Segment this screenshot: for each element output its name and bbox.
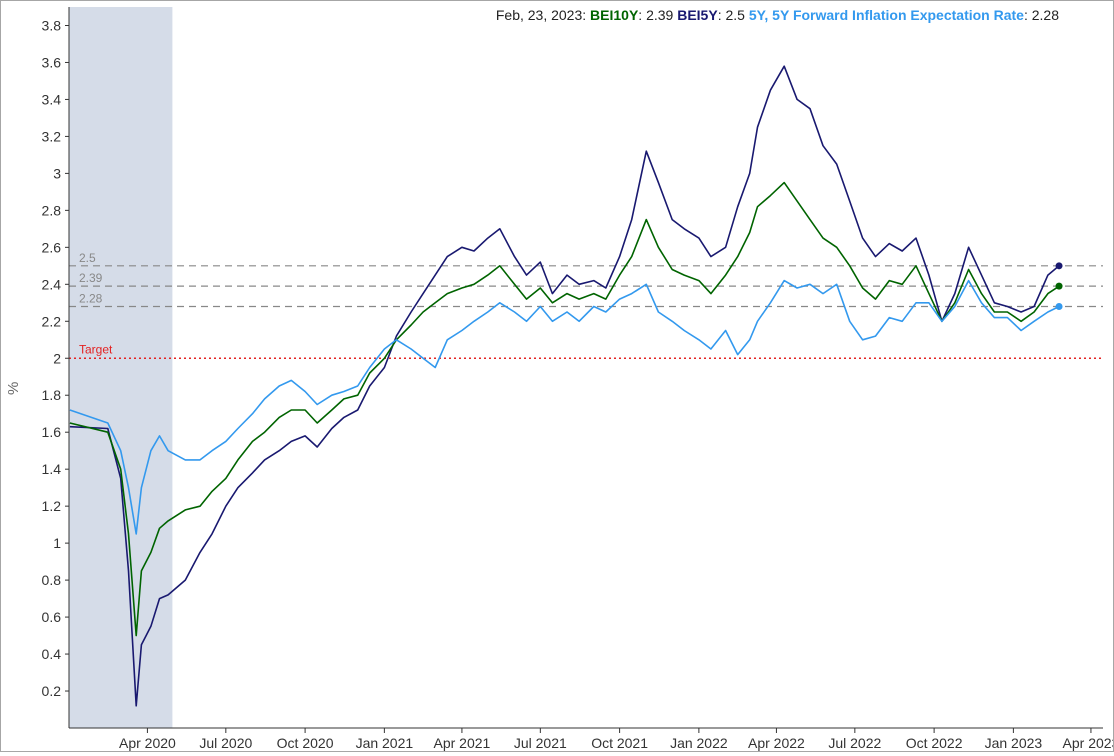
y-axis-label: % [5, 381, 22, 395]
x-tick-label: Oct 2020 [277, 735, 334, 751]
x-tick-label: Oct 2021 [591, 735, 648, 751]
legend-5y5y-value: 2.28 [1031, 7, 1059, 23]
y-tick-label: 3 [53, 165, 61, 181]
x-tick-label: Jan 2023 [985, 735, 1043, 751]
y-tick-label: 1.6 [42, 424, 62, 440]
recession-band-layer [69, 7, 173, 728]
legend-bei10y-name[interactable]: BEI10Y [590, 7, 639, 23]
legend-bei5y-name[interactable]: BEI5Y [677, 7, 718, 23]
y-tick-label: 2.4 [42, 276, 62, 292]
series-end-marker-1 [1055, 282, 1063, 290]
series-end-marker-0 [1055, 262, 1063, 270]
y-tick-label: 1.2 [42, 498, 62, 514]
x-tick-label: Jan 2021 [356, 735, 414, 751]
y-tick-label: 3.4 [42, 91, 62, 107]
x-tick-label: Apr 2023 [1063, 735, 1113, 751]
y-tick-label: 0.4 [42, 646, 62, 662]
y-tick-label: 1 [53, 535, 61, 551]
y-tick-label: 3.2 [42, 128, 62, 144]
x-tick-label: Jul 2022 [828, 735, 881, 751]
series-line-2 [69, 279, 1060, 535]
series-line-0 [69, 65, 1060, 707]
y-tick-label: 2.8 [42, 202, 62, 218]
y-tick-label: 2 [53, 350, 61, 366]
x-tick-label: Jul 2021 [514, 735, 567, 751]
reference-lines-layer: 2.5 2.39 2.28 Target [69, 251, 1103, 359]
recession-band [69, 7, 173, 728]
y-tick-label: 0.2 [42, 683, 62, 699]
x-tick-label: Apr 2021 [434, 735, 491, 751]
series-layer [69, 65, 1063, 707]
reference-line-label: 2.28 [79, 291, 103, 305]
series-end-marker-2 [1055, 302, 1063, 310]
x-tick-label: Apr 2020 [119, 735, 176, 751]
legend-date: Feb, 23, 2023: [495, 7, 587, 23]
legend: Feb, 23, 2023: BEI10Y: 2.39 BEI5Y: 2.5 5… [495, 7, 1059, 23]
x-tick-label: Jan 2022 [670, 735, 728, 751]
axis-layer: 0.2 0.4 0.6 0.8 1 1.2 1.4 1.6 1.8 2 2.2 2.4 2.6 2.8 3 3… [42, 7, 1114, 751]
legend-bei5y-value: 2.5 [725, 7, 745, 23]
legend-bei10y-value: 2.39 [646, 7, 674, 23]
y-tick-label: 1.4 [42, 461, 62, 477]
y-tick-label: 2.2 [42, 313, 62, 329]
x-tick-label: Apr 2022 [748, 735, 805, 751]
series-line-1 [69, 181, 1060, 637]
reference-line-label: 2.39 [79, 271, 103, 285]
y-tick-label: 3.6 [42, 54, 62, 70]
x-tick-label: Jul 2020 [199, 735, 252, 751]
y-tick-label: 2.6 [42, 239, 62, 255]
target-label: Target [79, 342, 113, 356]
y-tick-label: 0.6 [42, 609, 62, 625]
y-tick-label: 3.8 [42, 17, 62, 33]
y-tick-label: 0.8 [42, 572, 62, 588]
x-tick-label: Oct 2022 [906, 735, 963, 751]
reference-line-label: 2.5 [79, 251, 96, 265]
y-tick-label: 1.8 [42, 387, 62, 403]
legend-5y5y-name[interactable]: 5Y, 5Y Forward Inflation Expectation Rat… [748, 7, 1024, 23]
